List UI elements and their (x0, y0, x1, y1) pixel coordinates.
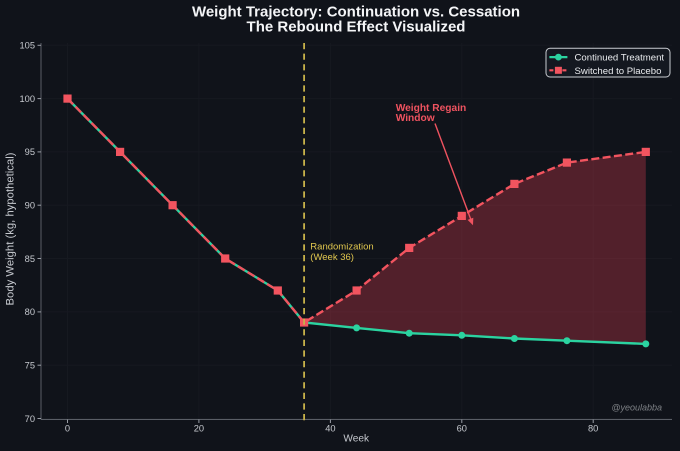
svg-text:20: 20 (194, 424, 204, 434)
svg-text:95: 95 (25, 147, 35, 157)
svg-text:Body Weight (kg, hypothetical): Body Weight (kg, hypothetical) (5, 152, 17, 305)
svg-text:40: 40 (325, 424, 335, 434)
svg-text:75: 75 (25, 361, 35, 371)
svg-text:Randomization: Randomization (310, 242, 373, 253)
svg-text:70: 70 (25, 414, 35, 424)
svg-text:Weight Trajectory: Continuatio: Weight Trajectory: Continuation vs. Cess… (192, 3, 520, 20)
svg-text:Continued Treatment: Continued Treatment (575, 53, 665, 64)
svg-text:60: 60 (457, 424, 467, 434)
svg-text:80: 80 (588, 424, 598, 434)
svg-text:Switched to Placebo: Switched to Placebo (575, 66, 662, 77)
svg-text:85: 85 (25, 254, 35, 264)
svg-text:105: 105 (19, 41, 35, 51)
svg-text:90: 90 (25, 201, 35, 211)
svg-text:80: 80 (25, 307, 35, 317)
svg-text:Week: Week (343, 434, 370, 445)
svg-text:0: 0 (65, 424, 70, 434)
svg-text:The Rebound Effect Visualized: The Rebound Effect Visualized (247, 19, 466, 36)
svg-text:100: 100 (19, 94, 35, 104)
svg-text:@yeoulabba: @yeoulabba (611, 403, 662, 413)
svg-text:Window: Window (396, 113, 435, 124)
svg-text:(Week 36): (Week 36) (310, 252, 354, 263)
svg-text:Weight Regain: Weight Regain (396, 103, 467, 114)
